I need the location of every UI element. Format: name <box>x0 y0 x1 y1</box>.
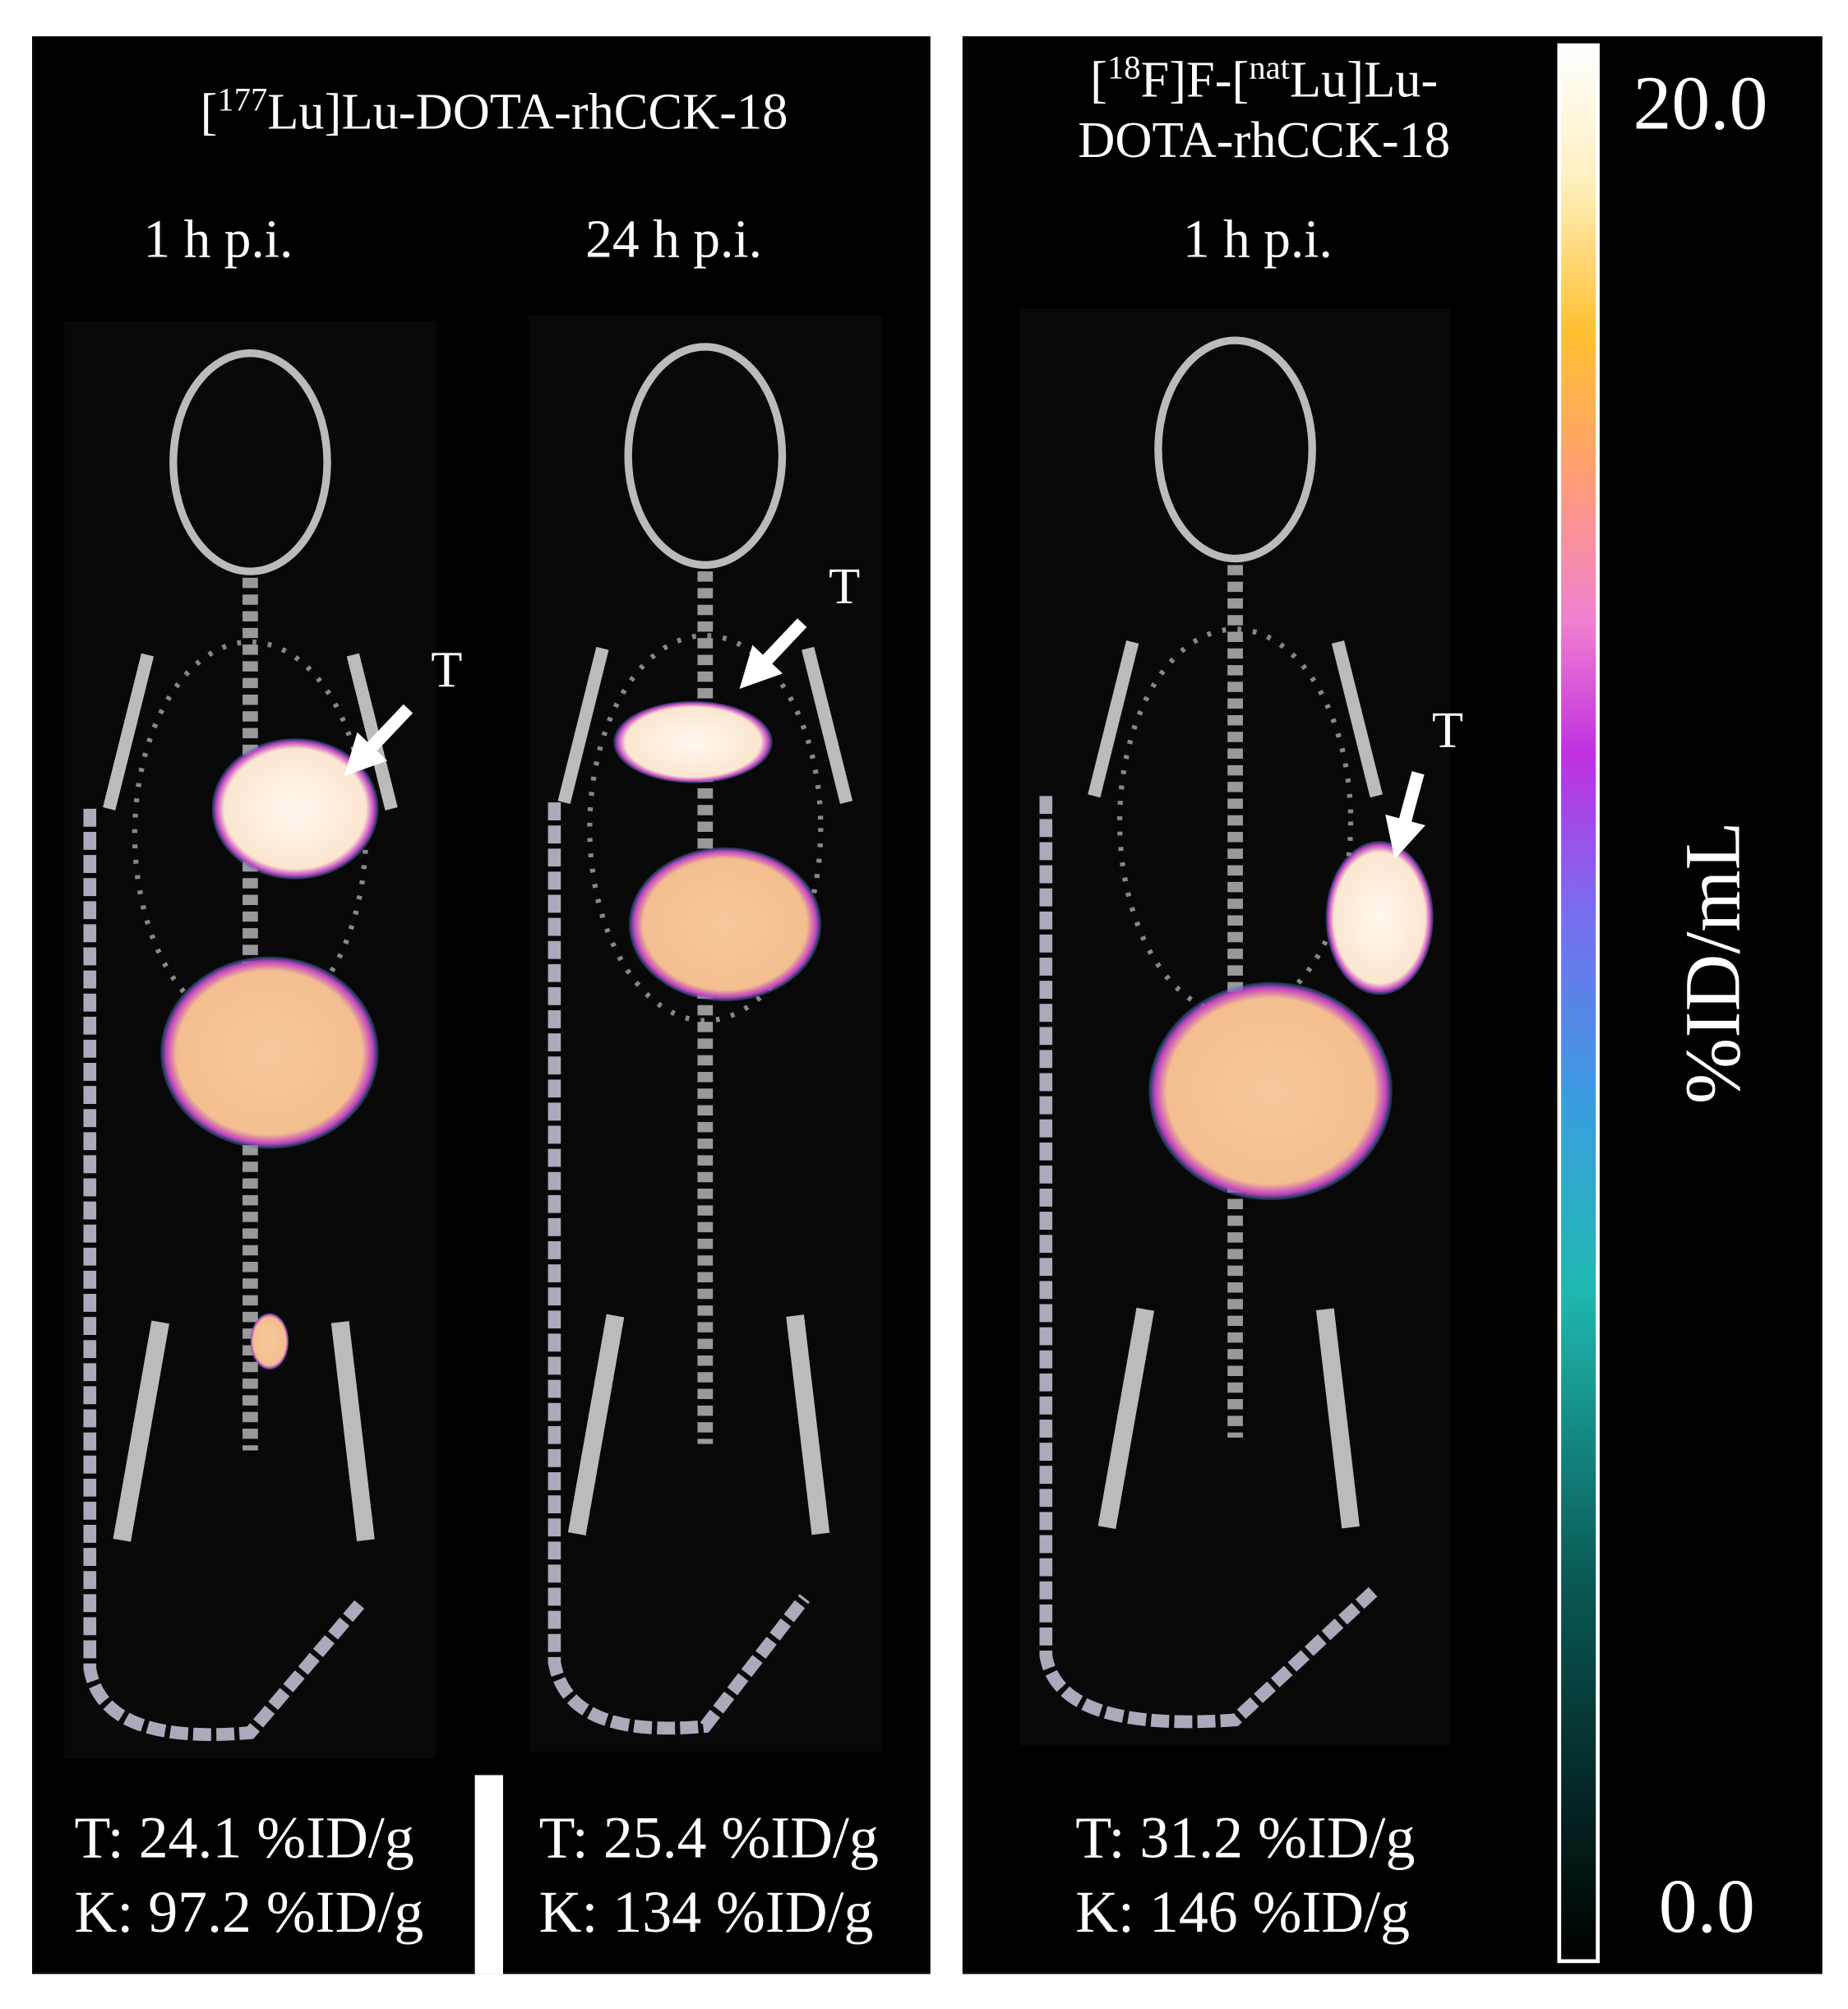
time-label: 1 h p.i. <box>143 210 293 270</box>
tumor-uptake <box>1325 840 1434 995</box>
time-label: 1 h p.i. <box>1183 210 1333 270</box>
ribcage <box>1116 626 1354 1017</box>
mouse-scan <box>529 314 882 1753</box>
uptake-stat: T: 24.1 %ID/g <box>75 1804 414 1870</box>
colorbar-label: %ID/mL <box>1668 821 1756 1104</box>
title-part: 177 <box>217 81 267 118</box>
title-part: [ <box>201 83 218 141</box>
uptake-stat: T: 31.2 %ID/g <box>1075 1804 1415 1870</box>
kidney-uptake <box>628 847 822 1002</box>
fore-legs <box>1088 640 1383 798</box>
tumor-uptake <box>211 738 379 880</box>
title-part: F]F-[ <box>1141 51 1250 109</box>
mouse-scan <box>1020 308 1451 1746</box>
mouse-scan <box>64 321 437 1759</box>
title-part: DOTA-rhCCK-18 <box>1078 111 1450 169</box>
colorbar-max: 20.0 <box>1633 62 1768 146</box>
title-part: Lu]Lu-DOTA-rhCCK-18 <box>267 83 788 141</box>
tail <box>1039 796 1378 1729</box>
ribcage <box>587 633 824 1023</box>
arrow-head <box>344 732 388 777</box>
skull <box>169 349 331 575</box>
uptake-stat: K: 134 %ID/g <box>539 1879 874 1945</box>
colorbar-min: 0.0 <box>1659 1864 1755 1949</box>
kidney-uptake <box>160 956 379 1149</box>
time-label: 24 h p.i. <box>585 210 762 270</box>
separator <box>474 1775 503 1974</box>
skull <box>624 343 787 570</box>
hind-legs <box>1097 1307 1360 1530</box>
hind-legs <box>567 1314 830 1536</box>
colorbar <box>1557 43 1600 1964</box>
title-part: 18 <box>1107 48 1141 85</box>
panel-title: [177Lu]Lu-DOTA-rhCCK-18 <box>201 81 788 141</box>
tail <box>83 808 365 1741</box>
kidney-uptake <box>1148 981 1393 1201</box>
fore-legs <box>103 653 398 811</box>
hind-legs <box>113 1320 375 1542</box>
arrow-head <box>1385 814 1425 860</box>
title-part: Lu]Lu- <box>1290 51 1438 109</box>
kidney-uptake <box>250 1313 289 1370</box>
tumor-marker: T <box>1432 701 1463 759</box>
tumor-uptake <box>613 700 773 783</box>
uptake-stat: K: 146 %ID/g <box>1075 1879 1410 1945</box>
scan-background <box>529 314 882 1753</box>
panel-title: [18F]F-[natLu]Lu- <box>1090 48 1438 109</box>
tumor-marker: T <box>431 641 462 699</box>
uptake-stat: T: 25.4 %ID/g <box>539 1804 879 1870</box>
arrow-head <box>739 644 783 690</box>
tail <box>547 802 810 1735</box>
skull <box>1154 336 1316 563</box>
title-part: [ <box>1090 51 1107 109</box>
tumor-marker: T <box>829 557 860 615</box>
panel-title: DOTA-rhCCK-18 <box>1078 111 1450 169</box>
fore-legs <box>557 646 853 805</box>
uptake-stat: K: 97.2 %ID/g <box>75 1879 424 1945</box>
title-part: nat <box>1249 48 1290 85</box>
